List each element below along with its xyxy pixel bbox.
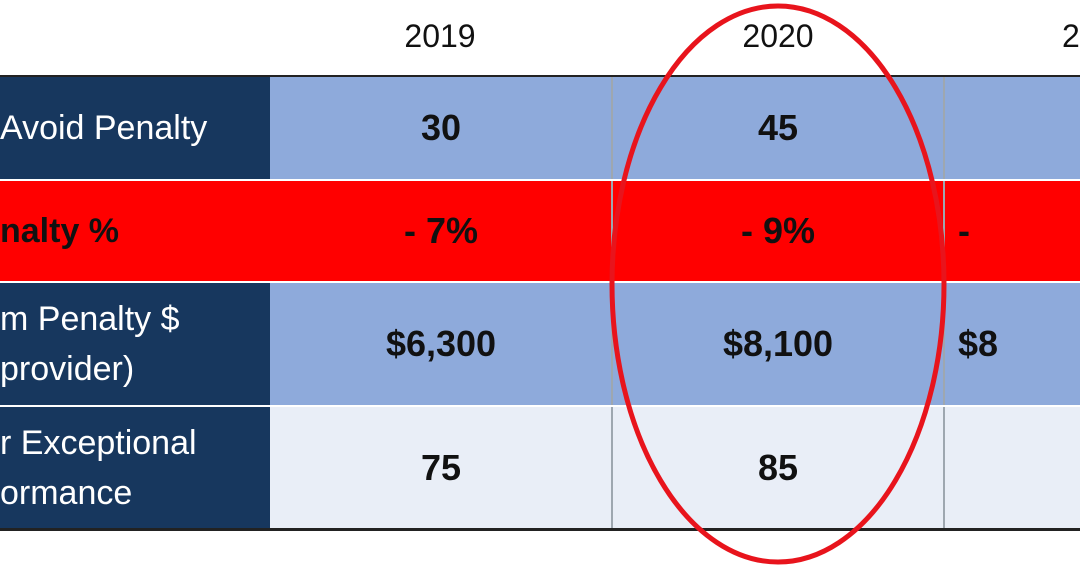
- year-header-2020: 2020: [742, 18, 814, 54]
- cell-exceptional-2021: [944, 407, 1080, 529]
- cell-penalty-percent-2021: -: [944, 181, 1080, 281]
- year-header-2019: 2019: [404, 18, 476, 54]
- row-label-avoid-penalty: Avoid Penalty: [0, 77, 270, 179]
- cell-penalty-percent-2019: - 7%: [270, 181, 612, 281]
- row-divider: [270, 405, 1080, 407]
- cell-max-penalty-2021: $8: [944, 283, 1080, 405]
- cell-avoid-penalty-2019: 30: [270, 77, 612, 179]
- table-bottom-border: [0, 528, 1080, 531]
- row-label-penalty-percent: nalty %: [0, 181, 270, 281]
- table-top-border: [0, 75, 1080, 78]
- cell-exceptional-2019: 75: [270, 407, 612, 529]
- cell-exceptional-2020: 85: [612, 407, 944, 529]
- cell-avoid-penalty-2021: [944, 77, 1080, 179]
- year-header-next: 2: [1062, 18, 1080, 54]
- column-divider: [943, 77, 945, 529]
- cell-avoid-penalty-2020: 45: [612, 77, 944, 179]
- column-divider: [611, 77, 613, 529]
- row-label-exceptional-performance: r Exceptional ormance: [0, 407, 270, 529]
- cell-max-penalty-2020: $8,100: [612, 283, 944, 405]
- row-label-max-penalty-dollars: m Penalty $ provider): [0, 283, 270, 405]
- penalty-table: Avoid Penalty 30 45 nalty % - 7% - 9% - …: [0, 77, 1080, 529]
- row-divider: [270, 179, 1080, 181]
- row-divider: [270, 281, 1080, 283]
- cell-penalty-percent-2020: - 9%: [612, 181, 944, 281]
- cell-max-penalty-2019: $6,300: [270, 283, 612, 405]
